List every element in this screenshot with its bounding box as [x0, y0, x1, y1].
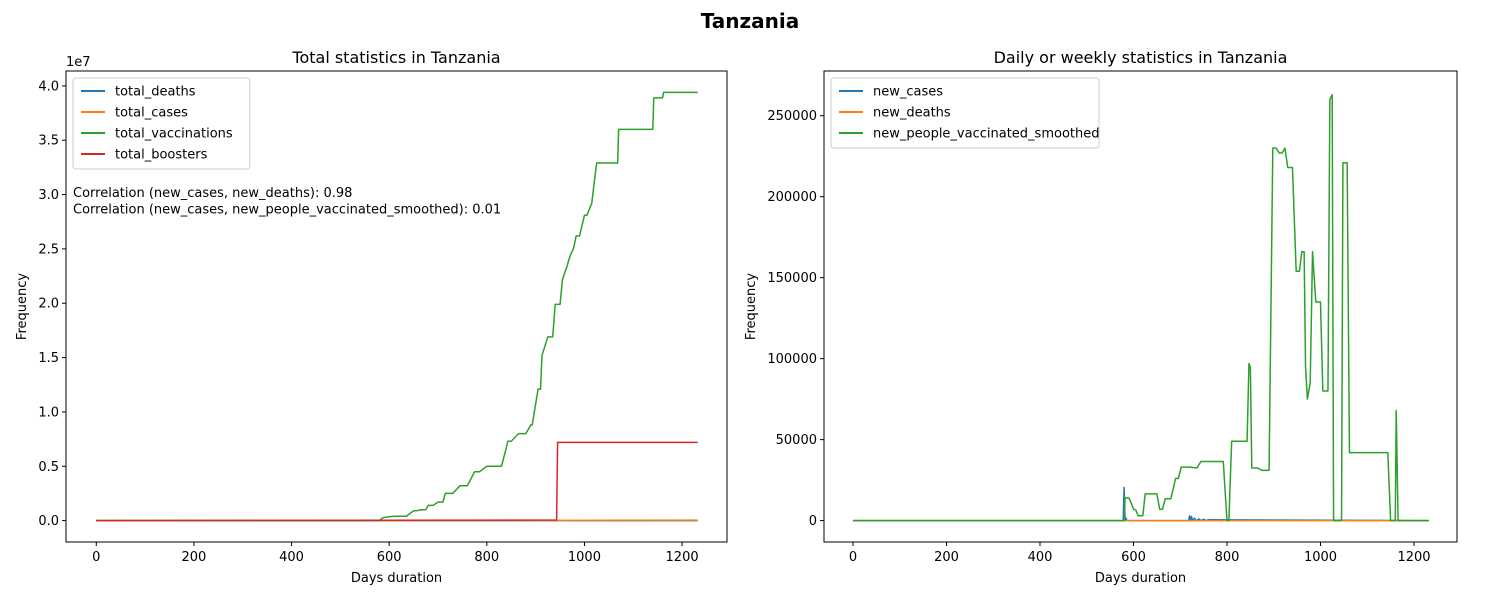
y-tick-label: 50000 [776, 433, 817, 448]
series-line-new_people_vaccinated_smoothed [853, 95, 1429, 521]
y-tick-label: 100000 [767, 352, 817, 367]
y-tick-label: 1.5 [38, 351, 59, 366]
series-group [853, 95, 1429, 521]
y-tick-label: 0 [809, 514, 817, 529]
y-tick-label: 3.5 [38, 134, 59, 149]
y-tick-label: 3.0 [38, 188, 59, 203]
x-tick-label: 1200 [666, 550, 699, 565]
y-tick-label: 250000 [767, 109, 817, 124]
x-tick-label: 400 [279, 550, 304, 565]
y-tick-label: 0.0 [38, 514, 59, 529]
x-tick-label: 400 [1028, 550, 1053, 565]
x-tick-label: 200 [934, 550, 959, 565]
x-tick-label: 600 [1121, 550, 1146, 565]
y-tick-label: 1.0 [38, 405, 59, 420]
correlation-annotation: Correlation (new_cases, new_people_vacci… [73, 203, 501, 218]
y-tick-label: 0.5 [38, 460, 59, 475]
legend-label-total_deaths: total_deaths [115, 85, 196, 100]
x-tick-label: 0 [849, 550, 857, 565]
legend-label-new_deaths: new_deaths [873, 106, 951, 121]
y-tick-label: 150000 [767, 271, 817, 286]
y-axis-label: Frequency [15, 273, 30, 340]
y-tick-label: 2.0 [38, 297, 59, 312]
chart-2: 0 200 400 600 800 1000 1200 0 50000 100000 150000 2… [744, 48, 1457, 586]
series-line-total_boosters [96, 442, 697, 520]
x-tick-label: 1000 [568, 550, 601, 565]
legend: new_cases new_deaths new_people_vaccinated… [831, 78, 1099, 148]
x-tick-label: 0 [92, 550, 100, 565]
y-axis-label: Frequency [744, 273, 759, 340]
x-tick-label: 800 [474, 550, 499, 565]
x-tick-label: 1000 [1304, 550, 1337, 565]
correlation-annotation: Correlation (new_cases, new_deaths): 0.9… [73, 186, 352, 201]
legend: total_deaths total_cases total_vaccination… [73, 78, 250, 169]
chart-title: Total statistics in Tanzania [291, 48, 500, 67]
chart-1: 0 200 400 600 800 1000 1200 0.0 0.5 1.0 1.5 2.0 2.5 3… [15, 48, 727, 586]
x-tick-label: 200 [181, 550, 206, 565]
y-tick-label: 4.0 [38, 79, 59, 94]
y-tick-label: 2.5 [38, 242, 59, 257]
chart-title: Daily or weekly statistics in Tanzania [994, 48, 1288, 67]
x-axis-label: Days duration [1095, 571, 1186, 586]
x-tick-label: 1200 [1397, 550, 1430, 565]
legend-label-total_boosters: total_boosters [115, 148, 208, 163]
x-axis-label: Days duration [351, 571, 442, 586]
y-scale-label: 1e7 [66, 55, 91, 70]
x-tick-label: 600 [377, 550, 402, 565]
x-tick-label: 800 [1215, 550, 1240, 565]
y-tick-label: 200000 [767, 190, 817, 205]
legend-label-new_people_vaccinated_smoothed: new_people_vaccinated_smoothed [873, 127, 1099, 142]
figure-title: Tanzania [701, 9, 800, 33]
legend-label-total_vaccinations: total_vaccinations [115, 127, 233, 142]
legend-label-new_cases: new_cases [873, 85, 943, 100]
legend-label-total_cases: total_cases [115, 106, 188, 121]
